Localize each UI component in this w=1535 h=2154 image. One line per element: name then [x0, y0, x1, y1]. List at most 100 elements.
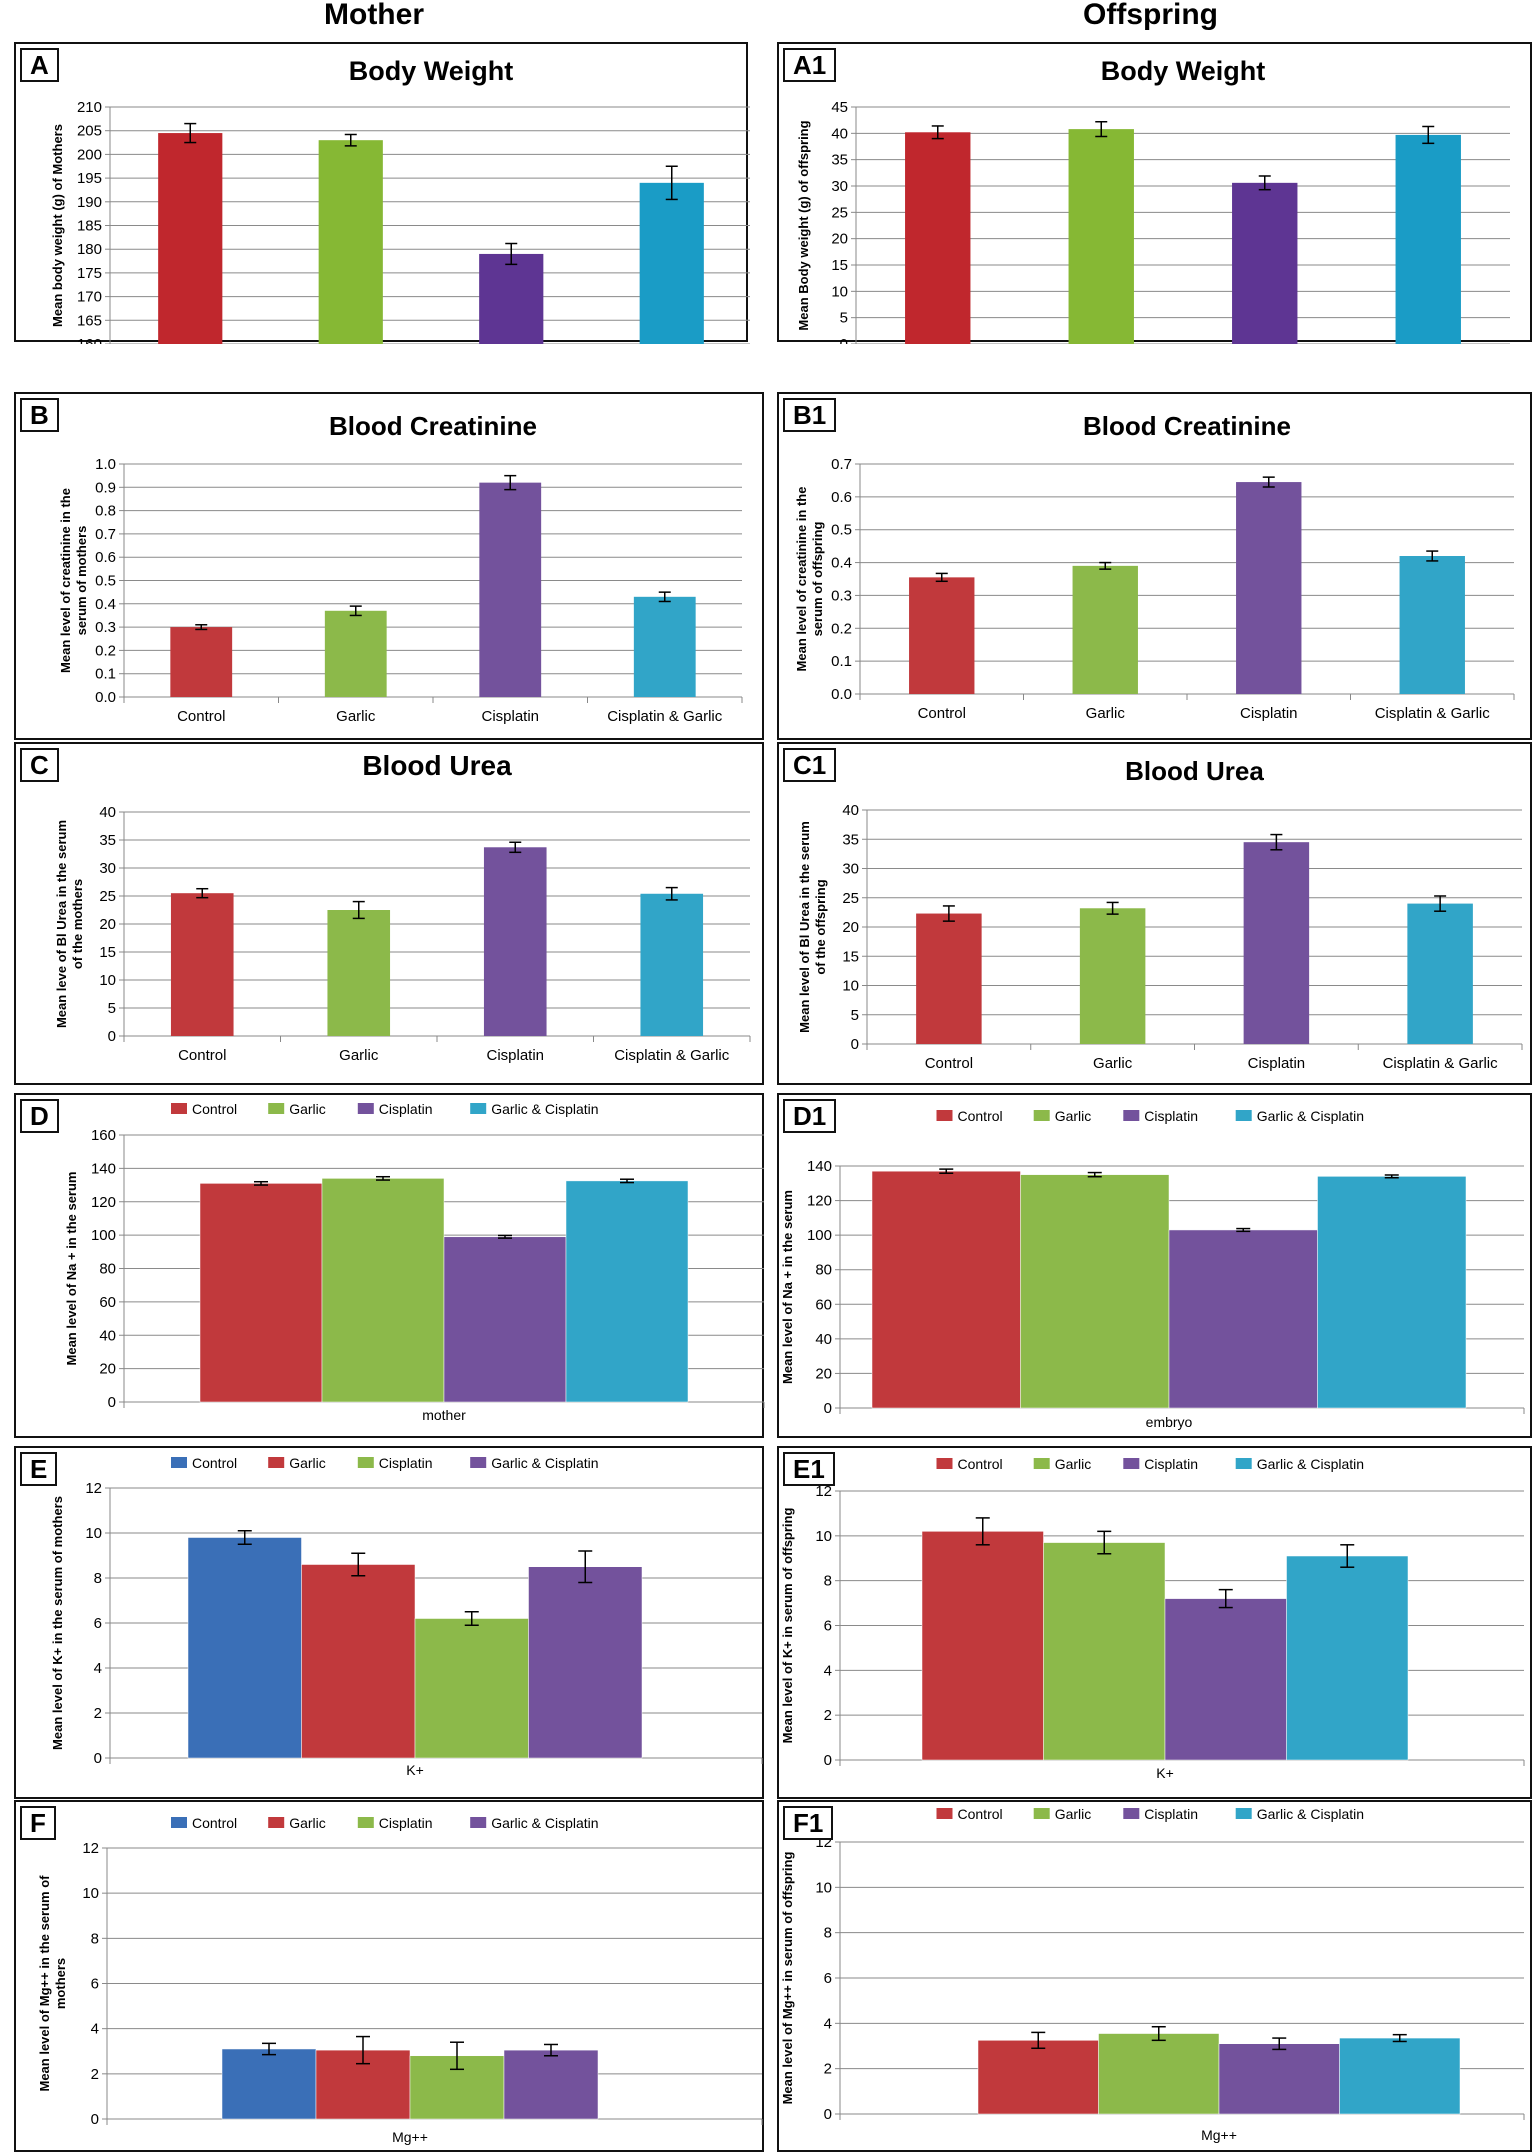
y-tick-label: 10	[815, 1879, 832, 1896]
chart-svg-c1: Blood Urea 0 5 10 15 20 25 30 35 40 Mean level of …	[797, 756, 1523, 1072]
chart-title: Body Weight	[349, 56, 514, 86]
y-tick-label: 0.8	[95, 503, 116, 520]
y-tick-label: 35	[99, 832, 116, 849]
bar-garlic-cisplatin	[1286, 1555, 1409, 1761]
y-tick-label: 8	[91, 1930, 99, 1947]
y-axis-label: Mean level of Mg++ in serum of offspring	[780, 1852, 795, 2105]
bar-garlic-cisplatin	[1339, 2037, 1461, 2115]
legend-label: Garlic	[1055, 1108, 1092, 1124]
bar-cisplatin	[1168, 1229, 1318, 1409]
bar-cisplatin-garlic	[640, 893, 704, 1036]
bar-control	[187, 1537, 302, 1759]
y-tick-label: 0.3	[831, 587, 852, 604]
y-tick-label: 175	[77, 265, 102, 282]
bar-cisplatin	[1232, 182, 1298, 344]
y-tick-label: 0	[840, 336, 848, 344]
bar-garlic	[1098, 2033, 1220, 2115]
y-tick-label: 0.6	[831, 489, 852, 506]
bar-garlic	[321, 1178, 445, 1403]
legend-label: Control	[958, 1806, 1003, 1822]
legend-swatch	[1123, 1110, 1140, 1121]
x-tick-label: K+	[406, 1762, 424, 1778]
y-axis-label: Mean body weight (g) of Mothers	[50, 124, 65, 327]
y-tick-label: 200	[77, 146, 102, 163]
bar-control	[221, 2048, 317, 2120]
y-tick-label: 10	[842, 978, 859, 995]
chart-title: Blood Urea	[362, 750, 512, 781]
y-tick-label: 1.0	[95, 456, 116, 473]
legend-label: Garlic	[289, 1815, 326, 1831]
mother-column-header: Mother	[324, 0, 424, 31]
panel-label: E1	[783, 1452, 835, 1486]
legend-swatch	[936, 1458, 953, 1469]
y-tick-label: 20	[831, 231, 848, 248]
chart-panel-f: 0 2 4 6 8 10 12 Mean level of Mg++ in the serum…	[14, 1800, 764, 2152]
y-tick-label: 10	[831, 283, 848, 300]
y-tick-label: 10	[85, 1525, 102, 1542]
chart-title: Blood Creatinine	[329, 411, 537, 441]
chart-title: Blood Urea	[1125, 756, 1264, 786]
y-tick-label: 0.5	[831, 522, 852, 539]
chart-panel-d: 0 20 40 60 80 100 120 140 160 Mean level of Na + …	[14, 1093, 765, 1438]
legend-swatch	[936, 1808, 953, 1819]
bar-control	[871, 1170, 1021, 1409]
y-tick-label: 80	[99, 1261, 116, 1278]
y-tick-label: 4	[824, 2015, 832, 2032]
chart-svg-c: Blood Urea 0 5 10 15 20 25 30 35 40 Mean leve of B…	[54, 750, 751, 1064]
y-tick-label: 0.2	[831, 620, 852, 637]
chart-title: Blood Creatinine	[1083, 411, 1291, 441]
bar-cisplatin-garlic	[633, 596, 696, 697]
y-tick-label: 15	[842, 948, 859, 965]
panel-label: D1	[783, 1099, 837, 1133]
legend-label: Garlic & Cisplatin	[491, 1815, 598, 1831]
y-axis-label: Mean level of Na + in the serum	[780, 1190, 795, 1384]
legend-label: Garlic	[1055, 1806, 1092, 1822]
x-tick-label: Control	[178, 1047, 226, 1064]
y-tick-label: 6	[94, 1615, 102, 1632]
bar-garlic-cisplatin	[503, 2049, 599, 2120]
y-tick-label: 6	[91, 1976, 99, 1993]
x-tick-label: Control	[925, 1055, 973, 1072]
y-tick-label: 25	[831, 204, 848, 221]
x-tick-label: Cisplatin & Garlic	[1375, 705, 1491, 722]
bar-garlic	[324, 610, 387, 697]
chart-svg-b1: Blood Creatinine 0.0 0.1 0.2 0.3 0.4 0.5 0.6 0.7…	[794, 411, 1515, 722]
y-tick-label: 0.0	[831, 686, 852, 703]
chart-panel-b: Blood Creatinine 0.0 0.1 0.2 0.3 0.4 0.5 0.6 0.7…	[14, 392, 764, 740]
bar-control	[921, 1531, 1044, 1761]
y-tick-label: 4	[824, 1662, 832, 1679]
legend-label: Control	[192, 1455, 237, 1471]
chart-svg-a: Body Weight 160 165 170 175 180 185 190 195 200 20…	[50, 56, 750, 344]
y-axis-label: Mean level of creatinine in theserum of …	[58, 488, 89, 673]
bar-cisplatin	[479, 482, 542, 697]
chart-svg-a1: Body Weight 0 5 10 15 20 25 30 35 40 45 Mean Body w…	[796, 56, 1510, 344]
y-axis-label: Mean level of Mg++ in the serum ofmother…	[37, 1875, 68, 2092]
y-tick-label: 190	[77, 194, 102, 211]
legend-swatch	[470, 1457, 487, 1468]
chart-svg-f: 0 2 4 6 8 10 12 Mean level of Mg++ in the serum…	[37, 1815, 763, 2145]
panel-label: B1	[783, 398, 837, 432]
bar-cisplatin-garlic	[1395, 134, 1461, 344]
y-tick-label: 0	[824, 1400, 832, 1417]
y-axis-label: Mean leve of Bl Urea in the serumof the …	[54, 820, 85, 1028]
y-tick-label: 0	[91, 2111, 99, 2128]
bar-control	[905, 132, 971, 344]
y-tick-label: 0.6	[95, 549, 116, 566]
y-tick-label: 40	[99, 1327, 116, 1344]
chart-svg-e: 0 2 4 6 8 10 12 Mean level of K+ in the serum o…	[50, 1455, 763, 1778]
panel-label: B	[20, 398, 59, 432]
y-tick-label: 45	[831, 99, 848, 116]
y-tick-label: 6	[824, 1618, 832, 1635]
y-tick-label: 6	[824, 1970, 832, 1987]
legend-swatch	[1033, 1808, 1050, 1819]
bar-cisplatin	[1236, 482, 1302, 694]
x-tick-label: Garlic	[336, 708, 376, 725]
legend-label: Garlic & Cisplatin	[1257, 1806, 1364, 1822]
chart-panel-f1: 0 2 4 6 8 10 12 Mean level of Mg++ in serum of …	[777, 1800, 1532, 2152]
y-tick-label: 12	[85, 1480, 102, 1497]
y-tick-label: 25	[842, 890, 859, 907]
y-tick-label: 210	[77, 99, 102, 116]
y-tick-label: 40	[842, 802, 859, 819]
legend-swatch	[357, 1103, 374, 1114]
bar-cisplatin	[483, 847, 547, 1036]
